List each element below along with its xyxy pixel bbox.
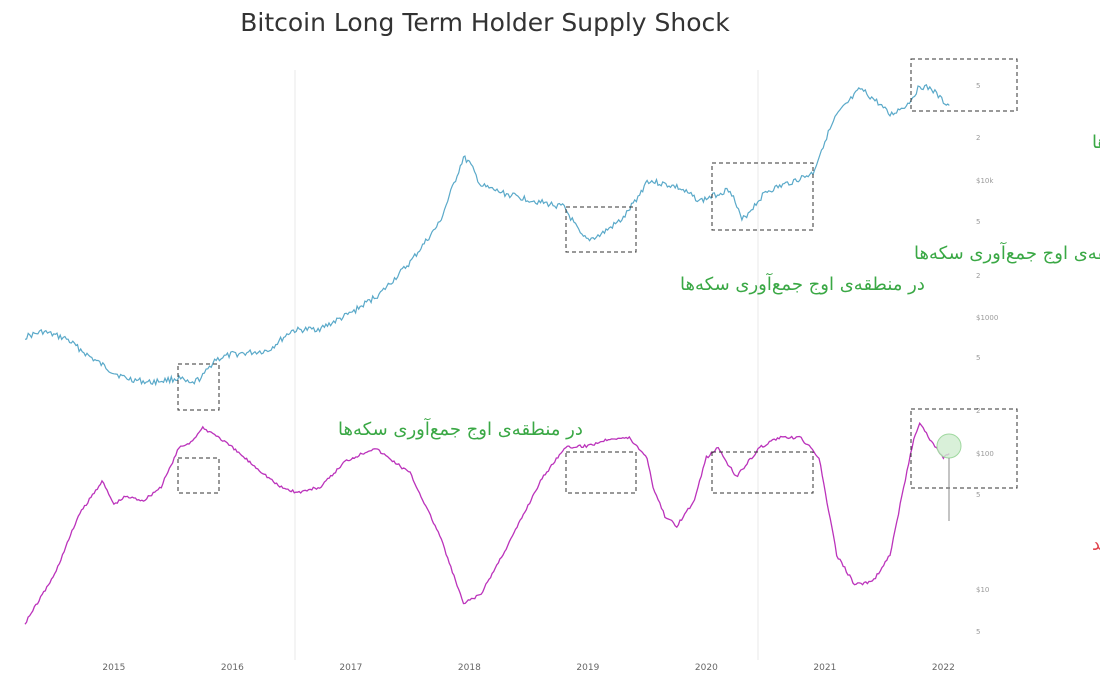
- y-tick-label: $1000: [976, 314, 998, 322]
- y-tick-label: 2: [976, 407, 980, 415]
- highlight-marker: [936, 433, 962, 459]
- ratio-box-2020: [711, 451, 814, 494]
- x-axis: 2015 2016 2017 2018 2019 2020 2021 2022: [102, 663, 954, 673]
- x-tick-label: 2021: [813, 663, 836, 673]
- annotation-stopped-selling: دست از فروش کشیده‌اند: [1092, 534, 1100, 555]
- x-tick-label: 2018: [458, 663, 481, 673]
- annotation-accumulation-2015: در منطقه‌ی اوج جمع‌آوری سکه‌ها: [338, 417, 583, 440]
- price-box-2018: [565, 206, 637, 253]
- y-tick-label: 5: [976, 82, 980, 90]
- y-tick-label: $100: [976, 450, 994, 458]
- supply-shock-series-line: [24, 421, 950, 625]
- y-tick-label: 5: [976, 354, 980, 362]
- ratio-box-2019: [565, 451, 637, 494]
- y-tick-label: 5: [976, 491, 980, 499]
- chart-title: Bitcoin Long Term Holder Supply Shock: [240, 8, 730, 37]
- y-tick-label: $10k: [976, 177, 994, 185]
- price-box-2020: [711, 162, 814, 231]
- x-tick-label: 2020: [695, 663, 718, 673]
- ratio-box-2015: [177, 457, 220, 494]
- x-tick-label: 2015: [102, 663, 125, 673]
- x-tick-label: 2019: [576, 663, 599, 673]
- y-tick-label: 2: [976, 272, 980, 280]
- price-box-2021: [910, 58, 1018, 112]
- annotation-accumulation-2021: در منطقه‌ی اوج جمع‌آوری سکه‌ها: [1092, 130, 1100, 153]
- price-series-line: [24, 83, 950, 387]
- x-tick-label: 2016: [221, 663, 244, 673]
- y-axis: 5 $100 2 5 $1000 2 5 $10k 2 5 $10 5: [976, 82, 998, 636]
- price-box-2015: [177, 363, 220, 411]
- y-tick-label: $10: [976, 586, 989, 594]
- x-tick-label: 2017: [339, 663, 362, 673]
- x-tick-label: 2022: [932, 663, 955, 673]
- annotation-accumulation-2018: در منطقه‌ی اوج جمع‌آوری سکه‌ها: [680, 272, 925, 295]
- annotation-accumulation-2020: در منطقه‌ی اوج جمع‌آوری سکه‌ها: [914, 241, 1100, 264]
- y-tick-label: 5: [976, 628, 980, 636]
- y-tick-label: 5: [976, 218, 980, 226]
- y-tick-label: 2: [976, 134, 980, 142]
- ratio-box-2021: [910, 408, 1018, 489]
